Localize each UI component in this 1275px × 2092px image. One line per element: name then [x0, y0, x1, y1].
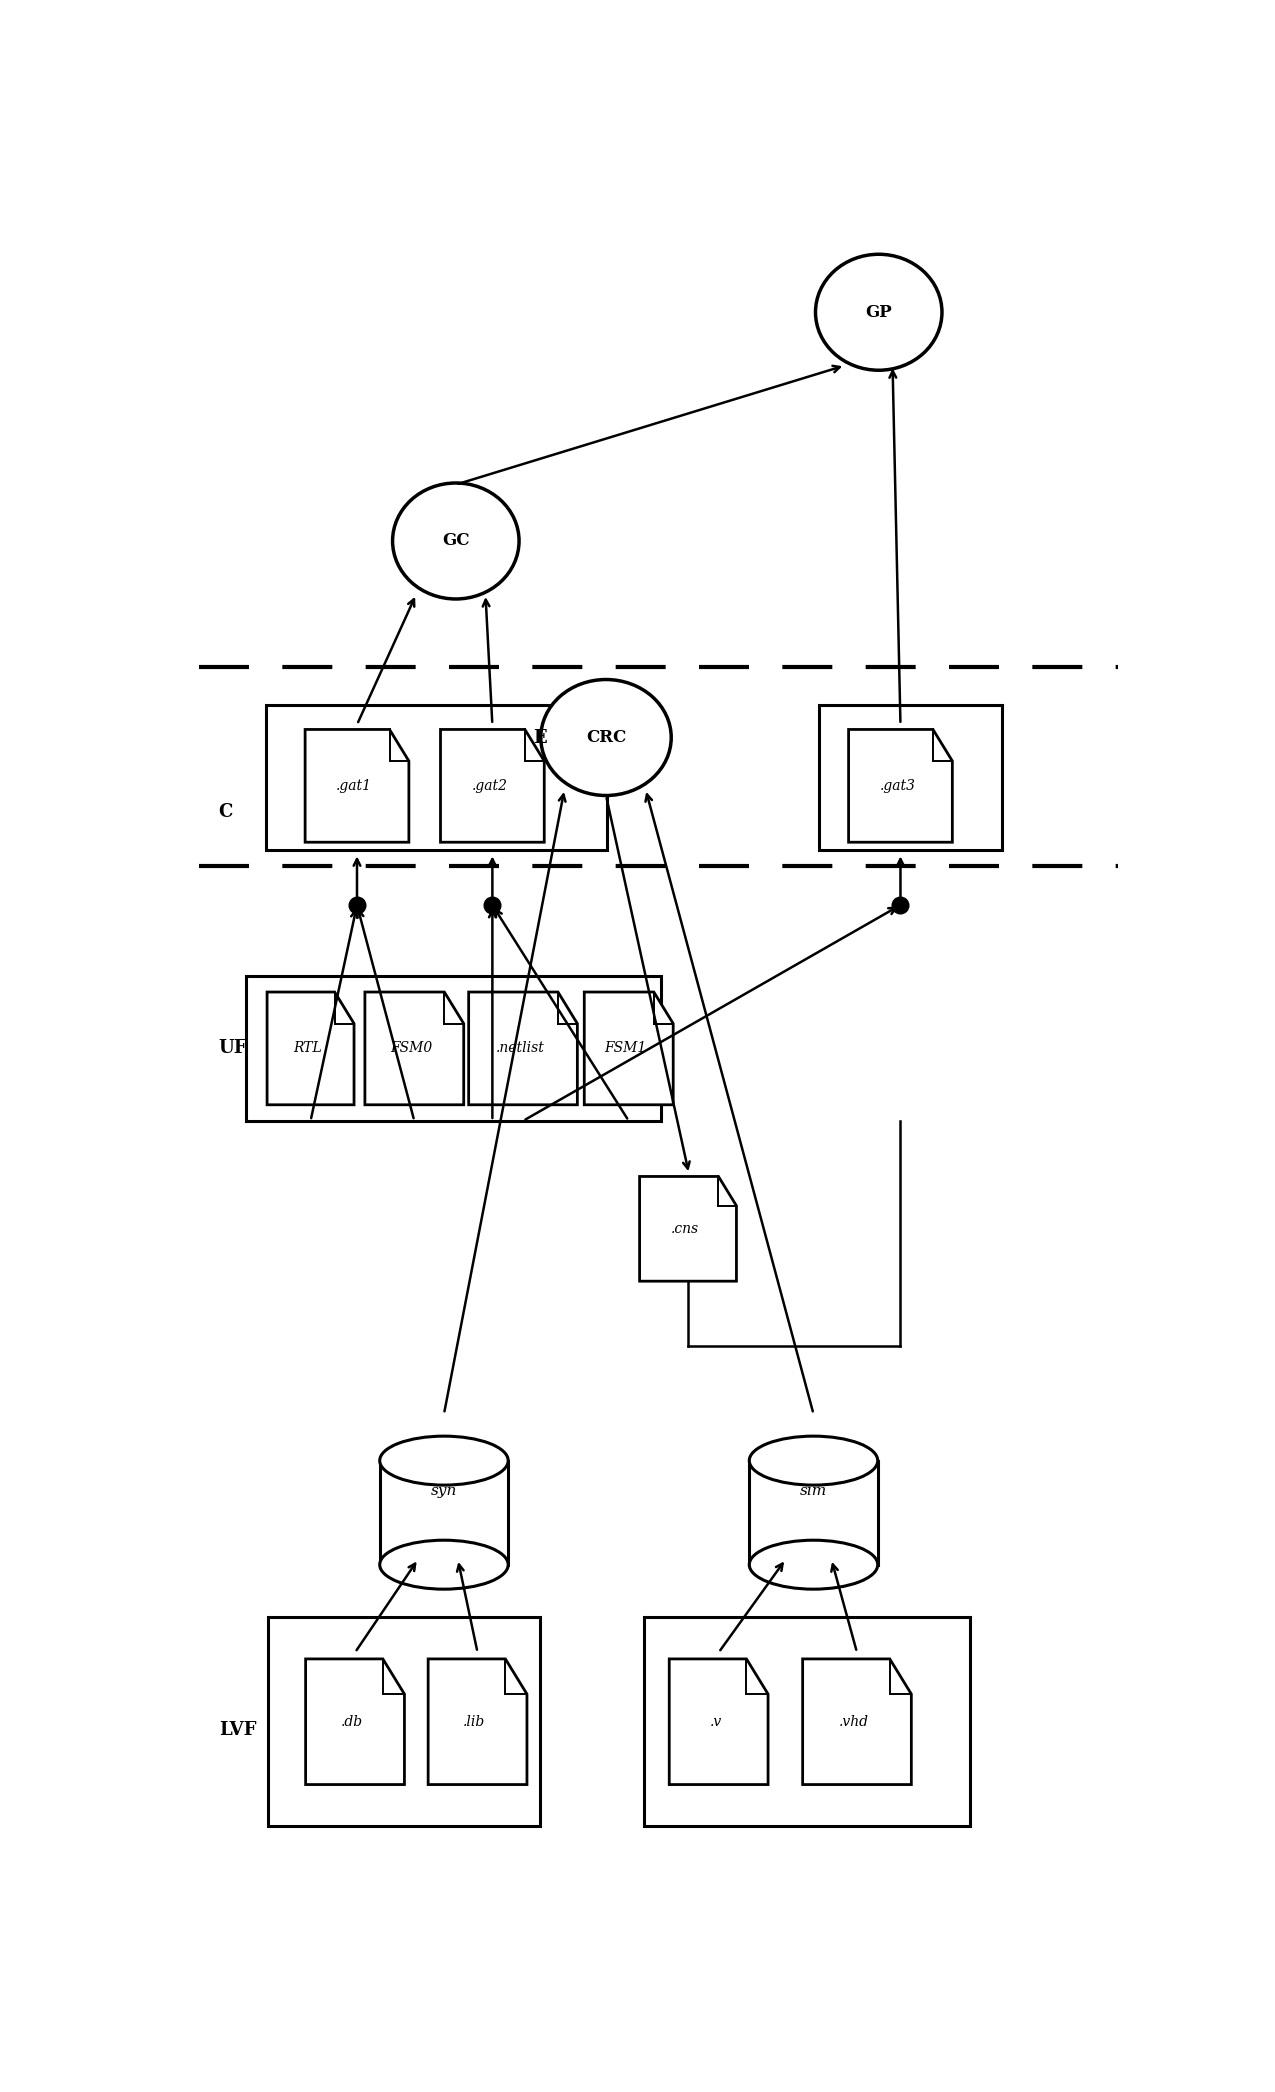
Text: GP: GP — [866, 303, 892, 320]
Polygon shape — [305, 730, 409, 843]
Text: CRC: CRC — [586, 728, 626, 747]
Ellipse shape — [380, 1540, 509, 1590]
Text: FSM1: FSM1 — [604, 1042, 646, 1054]
Polygon shape — [584, 992, 673, 1105]
Polygon shape — [640, 1176, 737, 1280]
Text: .gat3: .gat3 — [880, 778, 915, 793]
Ellipse shape — [750, 1540, 877, 1590]
Bar — [820, 705, 1002, 849]
Text: GC: GC — [442, 533, 469, 550]
Polygon shape — [306, 1659, 404, 1784]
Text: C: C — [219, 803, 233, 820]
Text: RTL: RTL — [293, 1042, 323, 1054]
Text: .cns: .cns — [671, 1222, 700, 1236]
Ellipse shape — [393, 483, 519, 598]
Polygon shape — [803, 1659, 912, 1784]
Ellipse shape — [816, 255, 942, 370]
Text: .db: .db — [340, 1715, 363, 1728]
Polygon shape — [266, 992, 354, 1105]
Polygon shape — [469, 992, 578, 1105]
Ellipse shape — [541, 680, 671, 795]
Bar — [380, 1460, 509, 1565]
Bar — [644, 1617, 969, 1826]
Bar — [268, 1617, 539, 1826]
Text: .gat2: .gat2 — [472, 778, 507, 793]
Text: E: E — [533, 728, 547, 747]
Text: FSM0: FSM0 — [390, 1042, 432, 1054]
Polygon shape — [365, 992, 464, 1105]
Polygon shape — [669, 1659, 768, 1784]
Polygon shape — [428, 1659, 527, 1784]
Text: .vhd: .vhd — [839, 1715, 868, 1728]
Bar — [750, 1460, 877, 1565]
Ellipse shape — [750, 1435, 877, 1485]
Text: LVF: LVF — [219, 1722, 256, 1738]
Text: .v: .v — [709, 1715, 722, 1728]
Polygon shape — [440, 730, 544, 843]
Text: syn: syn — [431, 1483, 458, 1498]
Text: UF: UF — [219, 1040, 247, 1056]
Text: .netlist: .netlist — [496, 1042, 544, 1054]
Text: .lib: .lib — [463, 1715, 486, 1728]
Text: .gat1: .gat1 — [337, 778, 372, 793]
Ellipse shape — [380, 1435, 509, 1485]
Polygon shape — [849, 730, 952, 843]
Text: sim: sim — [799, 1483, 827, 1498]
Bar — [266, 705, 607, 849]
Bar — [246, 975, 662, 1121]
